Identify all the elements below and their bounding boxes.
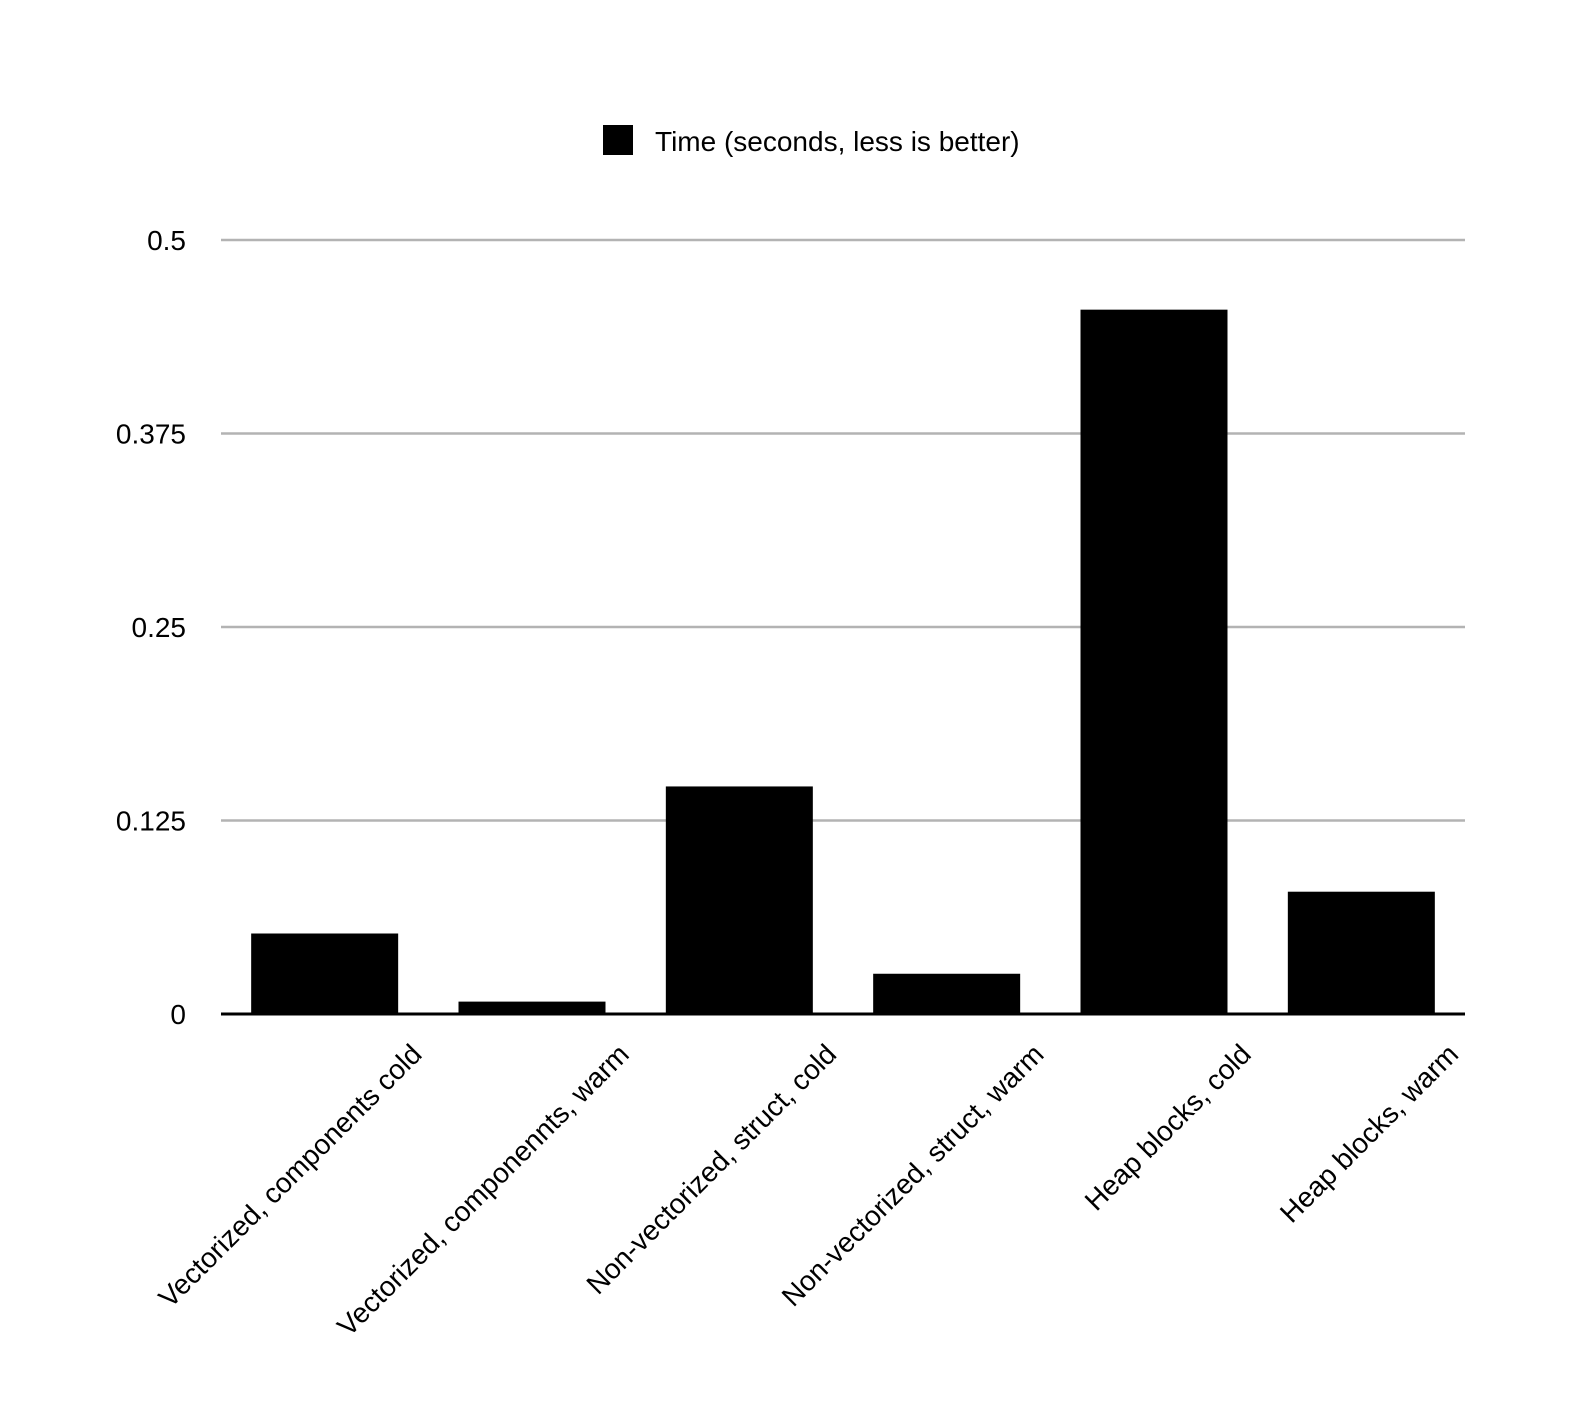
y-tick-label: 0 [170, 999, 186, 1030]
y-axis-tick-labels: 0 0.125 0.25 0.375 0.5 [116, 225, 186, 1030]
y-tick-label: 0.125 [116, 806, 186, 837]
x-category-label: Heap blocks, cold [1079, 1038, 1257, 1216]
y-tick-label: 0.25 [132, 612, 187, 643]
bar [1287, 891, 1435, 1014]
bar [665, 786, 813, 1014]
y-tick-label: 0.5 [147, 225, 186, 256]
y-tick-label: 0.375 [116, 419, 186, 450]
x-category-label: Non-vectorized, struct, cold [580, 1038, 842, 1300]
bars [251, 309, 1435, 1014]
legend: Time (seconds, less is better) [603, 125, 1020, 157]
legend-swatch [603, 125, 633, 155]
x-category-label: Heap blocks, warm [1274, 1038, 1464, 1228]
grid-lines [221, 238, 1465, 822]
legend-label: Time (seconds, less is better) [655, 126, 1020, 157]
bar [251, 933, 399, 1014]
bar [1080, 309, 1228, 1014]
bar [458, 1001, 606, 1014]
bar [873, 973, 1021, 1014]
